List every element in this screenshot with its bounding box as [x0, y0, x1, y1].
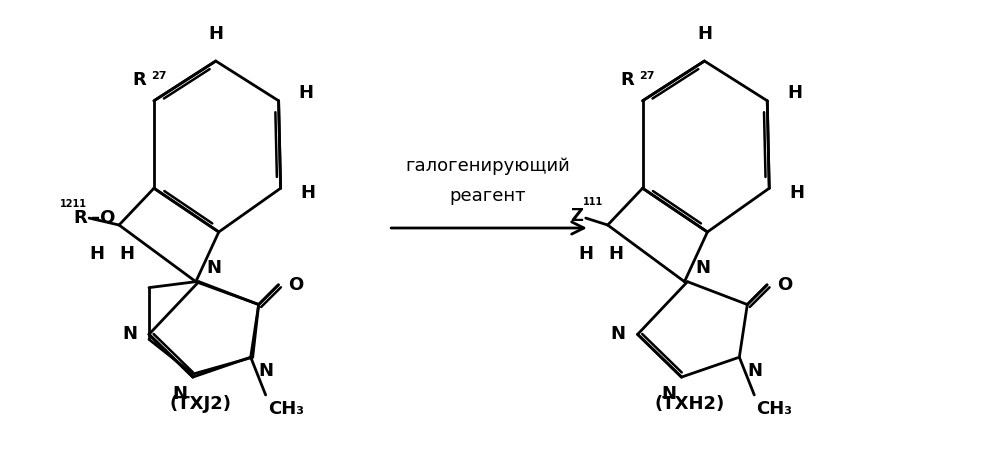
Text: (TXJ2): (TXJ2)	[170, 395, 232, 413]
Text: N: N	[695, 259, 710, 277]
Text: H: H	[301, 184, 316, 202]
Text: N: N	[207, 259, 222, 277]
Text: N: N	[661, 385, 676, 403]
Text: (TXH2): (TXH2)	[654, 395, 724, 413]
Text: H: H	[697, 25, 712, 43]
Text: H: H	[578, 245, 593, 263]
Text: R: R	[620, 71, 634, 89]
Text: H: H	[608, 245, 623, 263]
Text: CH₃: CH₃	[268, 400, 304, 418]
Text: H: H	[789, 184, 804, 202]
Text: O: O	[777, 276, 792, 294]
Text: R: R	[73, 209, 87, 227]
Text: 1211: 1211	[60, 199, 87, 209]
Text: H: H	[90, 245, 105, 263]
Text: Z: Z	[569, 207, 582, 225]
Text: O: O	[289, 276, 304, 294]
Text: 111: 111	[582, 197, 603, 207]
Text: –O: –O	[91, 209, 116, 227]
Text: N: N	[122, 325, 137, 344]
Text: CH₃: CH₃	[756, 400, 792, 418]
Text: R: R	[132, 71, 146, 89]
Text: H: H	[120, 245, 135, 263]
Text: H: H	[299, 84, 314, 102]
Text: H: H	[787, 84, 802, 102]
Text: 27: 27	[151, 71, 167, 81]
Text: N: N	[610, 325, 625, 344]
Text: галогенирующий: галогенирующий	[406, 157, 570, 175]
Text: N: N	[259, 362, 274, 380]
Text: N: N	[747, 362, 762, 380]
Text: реагент: реагент	[450, 187, 526, 205]
Text: N: N	[173, 385, 188, 403]
Text: 27: 27	[639, 71, 655, 81]
Text: H: H	[208, 25, 224, 43]
